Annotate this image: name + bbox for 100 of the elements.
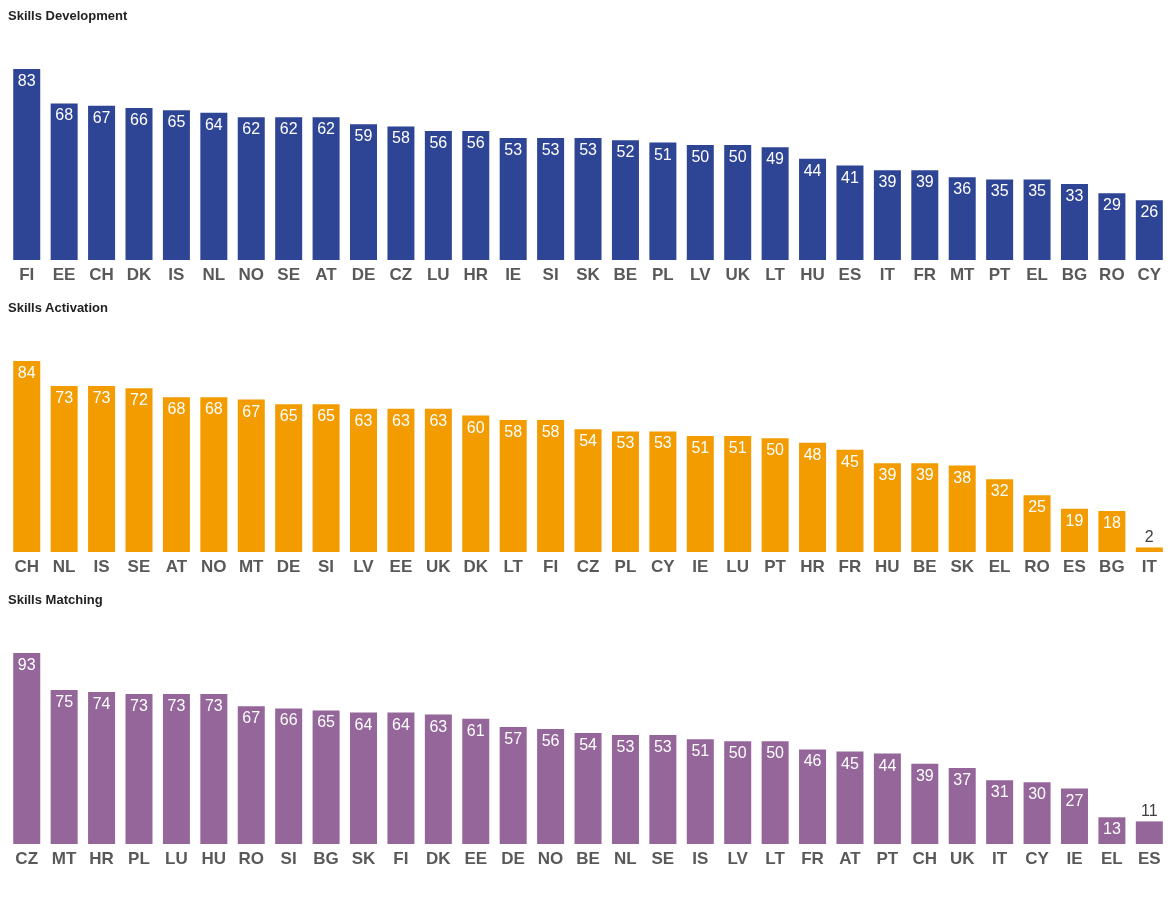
x-tick-label: LV [690, 265, 712, 285]
x-tick-label: IE [692, 557, 709, 577]
data-label: 51 [728, 438, 747, 456]
x-tick-label: UK [725, 265, 751, 285]
bar [873, 753, 901, 844]
bar [499, 137, 527, 260]
data-label: 50 [728, 744, 747, 762]
x-tick-label: LT [765, 265, 786, 285]
x-tick-label: LU [726, 557, 750, 577]
bar [686, 739, 714, 844]
x-tick-label: SI [318, 557, 335, 577]
x-tick-label: PL [614, 557, 637, 577]
data-label: 38 [953, 468, 972, 486]
x-tick-label: EL [1026, 265, 1048, 285]
data-label: 68 [167, 400, 186, 418]
bar [611, 431, 639, 552]
x-tick-label: SE [277, 265, 300, 285]
bar [986, 780, 1014, 844]
bar [799, 749, 827, 844]
data-label: 56 [429, 134, 448, 152]
x-tick-label: BG [313, 849, 339, 869]
data-label: 73 [92, 388, 111, 406]
data-label: 11 [1141, 802, 1158, 820]
bar [611, 735, 639, 844]
x-tick-label: NO [537, 849, 564, 869]
bar [50, 103, 78, 260]
data-label: 39 [915, 466, 934, 484]
bar [125, 388, 153, 552]
data-label: 68 [204, 400, 223, 418]
data-label: 26 [1140, 203, 1159, 221]
bar [836, 165, 864, 260]
bar [13, 360, 41, 552]
bar [761, 741, 789, 844]
data-label: 36 [953, 180, 972, 198]
x-tick-label: EE [464, 849, 488, 869]
bar [948, 465, 976, 552]
x-tick-label: SE [127, 557, 151, 577]
data-label: 67 [242, 402, 261, 420]
bar [200, 397, 228, 552]
bar [836, 751, 864, 844]
x-tick-label: SI [280, 849, 297, 869]
bar [537, 728, 565, 844]
data-label: 39 [915, 173, 934, 191]
x-tick-label: PT [988, 265, 1012, 285]
x-tick-label: SI [542, 265, 559, 285]
bar [275, 117, 303, 260]
x-tick-label: FI [543, 557, 559, 577]
x-tick-label: CY [1025, 849, 1050, 869]
x-tick-label: IE [1066, 849, 1083, 869]
bar [125, 694, 153, 844]
bar [13, 68, 41, 260]
data-label: 45 [841, 754, 859, 772]
x-tick-label: EL [988, 557, 1011, 577]
bar [1060, 508, 1088, 552]
x-tick-label: EE [52, 265, 76, 285]
bar [424, 408, 452, 552]
bar [799, 442, 827, 552]
data-label: 31 [990, 783, 1009, 801]
bar [88, 385, 116, 552]
bar [275, 708, 303, 844]
bar [387, 408, 415, 552]
x-tick-label: FR [838, 557, 862, 577]
x-tick-label: BG [1061, 265, 1088, 285]
data-label: 50 [728, 147, 747, 165]
x-tick-label: FI [393, 849, 409, 869]
bar [1098, 193, 1126, 260]
bar [312, 710, 340, 844]
x-tick-label: BG [1099, 557, 1125, 577]
data-label: 54 [579, 736, 598, 754]
data-label: 33 [1065, 187, 1084, 205]
x-tick-label: LT [503, 557, 524, 577]
data-label: 45 [841, 452, 859, 470]
x-tick-label: IS [168, 265, 185, 285]
bar [836, 449, 864, 552]
bar [350, 408, 378, 552]
bar [761, 438, 789, 552]
data-label: 67 [92, 108, 111, 126]
data-label: 39 [878, 466, 897, 484]
data-label: 32 [990, 482, 1009, 500]
data-label: 50 [766, 441, 785, 459]
data-label: 64 [354, 715, 373, 733]
data-label: 13 [1103, 820, 1121, 838]
bar [387, 126, 415, 260]
bar [424, 714, 452, 844]
bar [162, 110, 190, 260]
x-tick-label: NL [614, 849, 637, 869]
bar [911, 170, 939, 260]
x-tick-label: RO [1024, 557, 1050, 577]
x-tick-label: SK [576, 265, 601, 285]
bar [462, 131, 490, 260]
x-tick-label: DE [276, 557, 301, 577]
data-label: 51 [653, 145, 672, 163]
bar [275, 404, 303, 552]
bar [574, 733, 602, 844]
bar [986, 179, 1014, 260]
x-tick-label: SE [651, 849, 675, 869]
data-label: 58 [392, 129, 410, 147]
bar [686, 435, 714, 552]
bar [350, 712, 378, 844]
data-label: 63 [354, 411, 373, 429]
